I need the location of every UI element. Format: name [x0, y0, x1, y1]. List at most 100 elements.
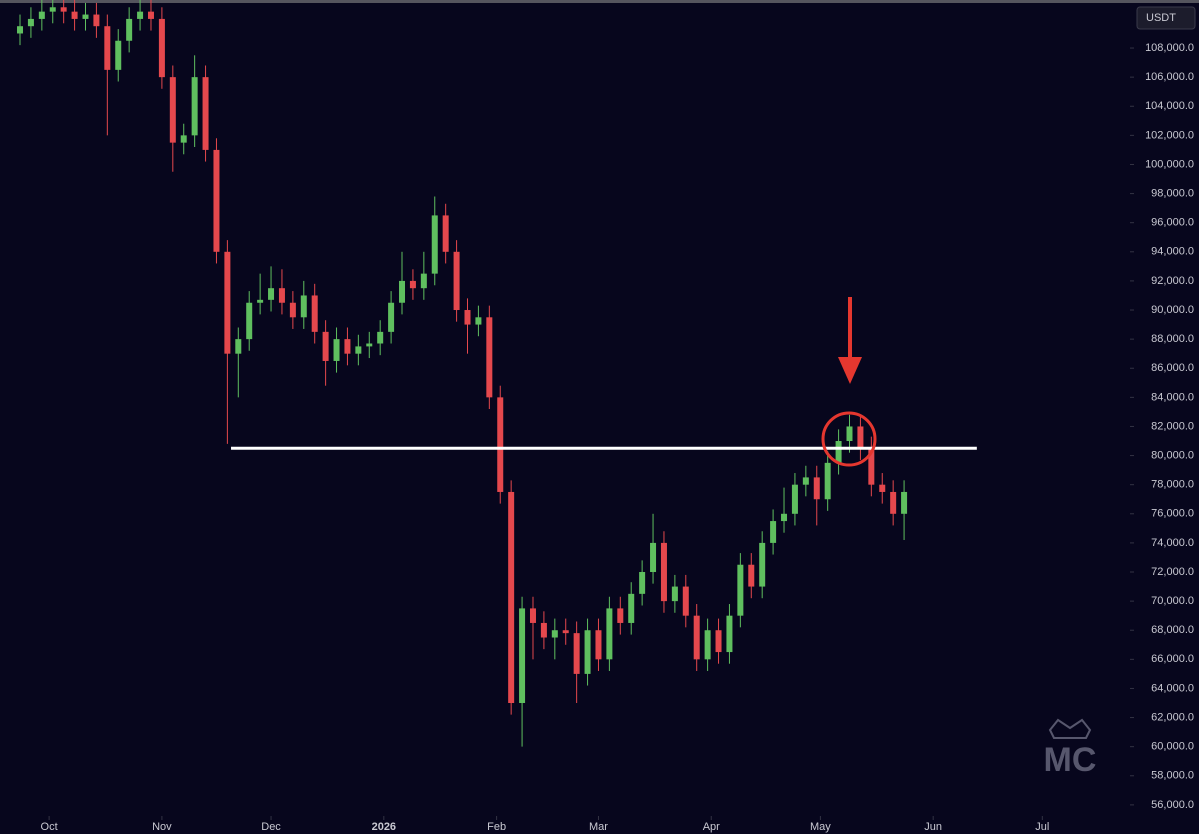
candle-body [213, 149, 220, 252]
y-tick-label: 58,000.0 [1151, 770, 1194, 782]
candle-body [268, 288, 275, 300]
y-tick-label: 102,000.0 [1145, 129, 1194, 141]
candle-body [573, 633, 580, 674]
y-tick-label: 84,000.0 [1151, 391, 1194, 403]
x-tick-label: May [810, 821, 831, 833]
candle-body [464, 310, 471, 325]
candle-body [715, 630, 722, 653]
y-tick-label: 82,000.0 [1151, 420, 1194, 432]
candle-body [846, 426, 853, 442]
candle-body [486, 317, 493, 398]
candle-body [147, 11, 154, 19]
y-tick-label: 94,000.0 [1151, 246, 1194, 258]
candle-body [868, 448, 875, 485]
candle-body [562, 630, 569, 634]
candle-body [824, 462, 831, 500]
candle-body [529, 608, 536, 623]
y-tick-label: 76,000.0 [1151, 508, 1194, 520]
candle-body [355, 346, 362, 354]
y-tick-label: 62,000.0 [1151, 711, 1194, 723]
crown [1048, 718, 1092, 739]
candle-body [366, 343, 373, 347]
candles [17, 0, 977, 747]
candle-body [431, 215, 438, 274]
y-tick-label: 56,000.0 [1151, 799, 1194, 811]
candle-body [813, 477, 820, 500]
y-tick-label: 92,000.0 [1151, 275, 1194, 287]
candle-body [278, 288, 285, 303]
y-tick-label: 66,000.0 [1151, 653, 1194, 665]
x-tick-label: Mar [589, 821, 608, 833]
x-tick-label: Oct [41, 821, 58, 833]
candle-body [126, 18, 133, 41]
candle-body [235, 339, 242, 354]
candle-body [71, 11, 78, 19]
arrow-head [838, 357, 862, 384]
candle-body [60, 7, 67, 12]
highlight-circle [821, 411, 877, 467]
candle-body [781, 513, 788, 522]
candle-body [38, 11, 45, 19]
candle-body [388, 302, 395, 332]
candle-body [409, 280, 416, 289]
y-tick-label: 78,000.0 [1151, 479, 1194, 491]
y-tick-label: 64,000.0 [1151, 682, 1194, 694]
candle-body [704, 630, 711, 660]
candle-body [508, 491, 515, 704]
candle-body [540, 622, 547, 638]
candle-body [137, 11, 144, 19]
candle-body [726, 615, 733, 653]
candle-body [606, 608, 613, 660]
candle-body [584, 630, 591, 674]
candle-body [191, 77, 198, 136]
x-tick-label: Dec [261, 821, 281, 833]
candle-body [399, 280, 406, 303]
candle-body [322, 331, 329, 361]
candle-body [879, 484, 886, 492]
candle-body [224, 251, 231, 354]
unit-label: USDT [1146, 12, 1176, 24]
candle-body [770, 521, 777, 543]
x-tick-label: Feb [487, 821, 506, 833]
candle-body [300, 295, 307, 318]
candle-body [737, 564, 744, 616]
candle-body [682, 586, 689, 616]
y-tick-label: 72,000.0 [1151, 566, 1194, 578]
y-tick-label: 100,000.0 [1145, 158, 1194, 170]
y-tick-label: 74,000.0 [1151, 537, 1194, 549]
candle-body [639, 572, 646, 594]
candle-body [901, 491, 908, 514]
candle-body [420, 273, 427, 289]
candle-body [344, 339, 351, 354]
candle-body [442, 215, 449, 252]
watermark-logo: MC [1044, 718, 1097, 779]
y-tick-label: 86,000.0 [1151, 362, 1194, 374]
candle-body [857, 426, 864, 449]
candle-body [311, 295, 318, 332]
y-tick-label: 80,000.0 [1151, 449, 1194, 461]
candle-body [27, 18, 34, 27]
candle-body [650, 542, 657, 573]
top-border [0, 0, 1199, 3]
y-tick-label: 106,000.0 [1145, 71, 1194, 83]
candle-body [497, 397, 504, 492]
unit-badge [1136, 6, 1196, 30]
candle-body [333, 339, 340, 361]
candle-body [748, 564, 755, 587]
y-tick-label: 98,000.0 [1151, 187, 1194, 199]
candle-body [791, 484, 798, 514]
y-tick-label: 90,000.0 [1151, 304, 1194, 316]
y-tick-label: 104,000.0 [1145, 100, 1194, 112]
candle-body [257, 299, 264, 303]
watermark: MC [1044, 741, 1097, 779]
x-tick-label: Jun [924, 821, 942, 833]
candle-body [289, 302, 296, 318]
candle-body [617, 608, 624, 623]
x-tick-label: 2026 [372, 821, 396, 833]
candle-body [104, 26, 111, 70]
candle-body [660, 542, 667, 602]
candle-body [453, 251, 460, 311]
x-tick-label: Nov [152, 821, 172, 833]
